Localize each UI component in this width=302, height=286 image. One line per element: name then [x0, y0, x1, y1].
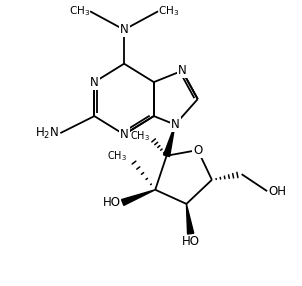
Polygon shape: [121, 190, 155, 205]
Text: N: N: [90, 76, 99, 89]
Text: HO: HO: [182, 235, 200, 248]
Text: H$_2$N: H$_2$N: [35, 126, 59, 141]
Text: O: O: [193, 144, 202, 156]
Text: N: N: [178, 64, 187, 77]
Text: CH$_3$: CH$_3$: [158, 4, 179, 18]
Text: OH: OH: [268, 185, 287, 198]
Polygon shape: [186, 204, 194, 234]
Text: HO: HO: [103, 196, 121, 209]
Text: CH$_3$: CH$_3$: [130, 129, 149, 143]
Text: N: N: [120, 23, 128, 36]
Polygon shape: [164, 125, 175, 156]
Text: N: N: [120, 128, 128, 141]
Text: CH$_3$: CH$_3$: [107, 149, 127, 163]
Text: N: N: [171, 118, 179, 131]
Text: CH$_3$: CH$_3$: [69, 4, 90, 18]
